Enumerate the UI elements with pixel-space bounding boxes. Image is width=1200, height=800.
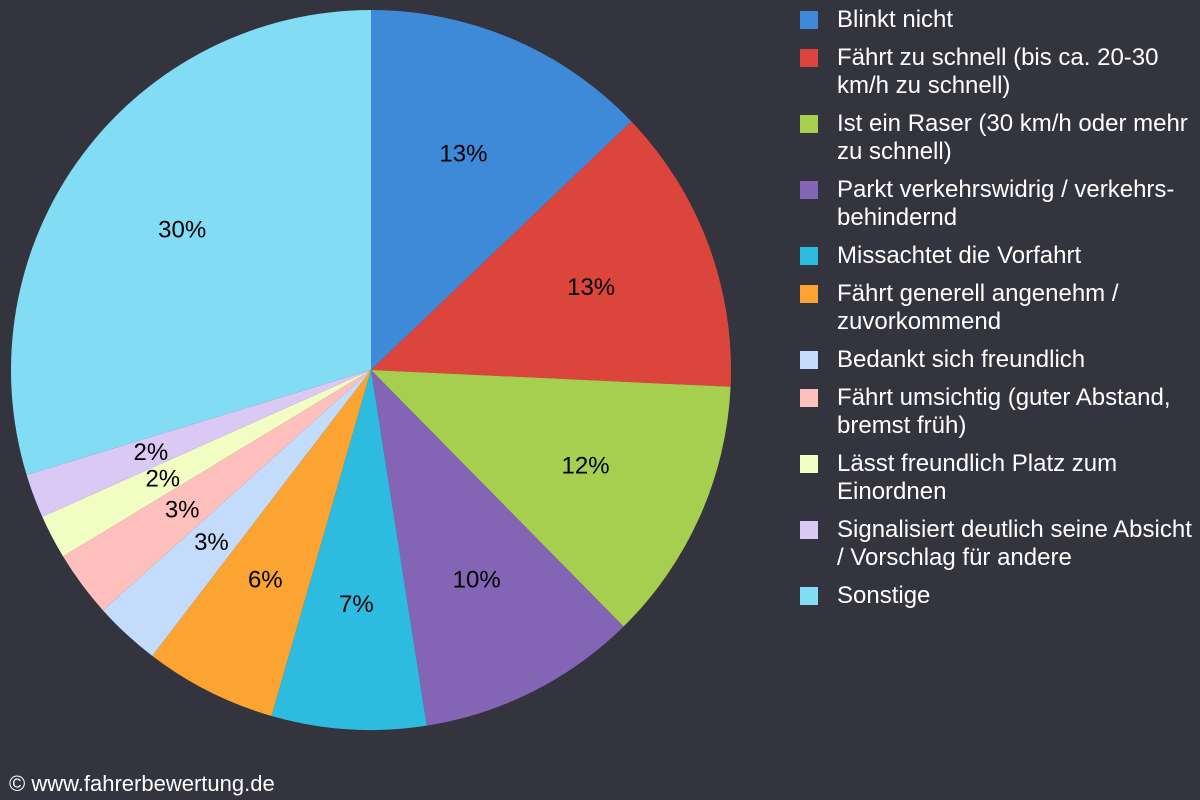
chart-legend: Blinkt nicht Fährt zu schnell (bis ca. 20… — [800, 6, 1195, 620]
pie-slice — [10, 10, 371, 475]
slice-value-label: 13% — [567, 274, 615, 301]
slice-value-label: 12% — [562, 452, 610, 479]
legend-item: Lässt freundlich Platz zum Einordnen — [800, 450, 1195, 506]
slice-value-label: 30% — [158, 217, 206, 244]
legend-label: Blinkt nicht — [837, 6, 954, 33]
slice-value-label: 3% — [165, 496, 200, 523]
legend-item: Fährt umsichtig (guter Abstand, bremst f… — [800, 384, 1195, 440]
legend-label: Signalisiert deutlich seine Absicht / Vo… — [837, 516, 1192, 571]
legend-item: Sonstige — [800, 582, 1195, 610]
pie-slice — [42, 370, 371, 557]
legend-swatch — [800, 181, 818, 199]
legend-label: Missachtet die Vorfahrt — [837, 242, 1082, 269]
legend-label: Lässt freundlich Platz zum Einordnen — [837, 450, 1118, 505]
copyright-text: © www.fahrerbewertung.de — [9, 771, 275, 796]
pie-slice — [102, 370, 371, 656]
legend-swatch — [800, 49, 818, 67]
pie-slice — [371, 10, 632, 370]
pie-slice — [152, 370, 371, 716]
slice-value-label: 2% — [134, 439, 169, 466]
pie-slice — [371, 121, 731, 387]
legend-label: Parkt verkehrswidrig / verkehrs-behinder… — [837, 176, 1175, 231]
legend-item: Blinkt nicht — [800, 6, 1195, 34]
legend-label: Fährt umsichtig (guter Abstand, bremst f… — [837, 384, 1171, 439]
pie-slice — [26, 370, 372, 517]
legend-item: Bedankt sich freundlich — [800, 346, 1195, 374]
slice-value-label: 13% — [439, 140, 487, 167]
legend-item: Missachtet die Vorfahrt — [800, 242, 1195, 270]
pie-chart: 13% 13% 12% 10% 7% 6% 3% 3% 2%2% 30% — [10, 10, 731, 731]
pie-slice — [63, 370, 371, 611]
pie-slice — [371, 370, 731, 627]
legend-swatch — [800, 351, 818, 369]
legend-swatch — [800, 455, 818, 473]
legend-label: Ist ein Raser (30 km/h oder mehr zu schn… — [837, 110, 1188, 165]
legend-item: Fährt zu schnell (bis ca. 20-30 km/h zu … — [800, 44, 1195, 100]
slice-value-label: 7% — [339, 591, 374, 618]
legend-swatch — [800, 247, 818, 265]
slice-value-label: 3% — [194, 529, 229, 556]
slice-value-label: 2% — [145, 465, 180, 492]
pie-slice — [271, 370, 427, 731]
slice-value-label: 10% — [453, 566, 501, 593]
legend-swatch — [800, 587, 818, 605]
legend-swatch — [800, 11, 818, 29]
legend-item: Fährt generell angenehm / zuvorkommend — [800, 280, 1195, 336]
legend-label: Fährt zu schnell (bis ca. 20-30 km/h zu … — [837, 44, 1159, 99]
pie-slice — [371, 370, 624, 726]
legend-item: Signalisiert deutlich seine Absicht / Vo… — [800, 516, 1195, 572]
legend-label: Bedankt sich freundlich — [837, 346, 1086, 373]
legend-label: Fährt generell angenehm / zuvorkommend — [837, 280, 1119, 335]
legend-swatch — [800, 285, 818, 303]
slice-value-label: 6% — [248, 566, 283, 593]
legend-item: Ist ein Raser (30 km/h oder mehr zu schn… — [800, 110, 1195, 166]
legend-swatch — [800, 389, 818, 407]
legend-swatch — [800, 521, 818, 539]
legend-label: Sonstige — [837, 582, 931, 609]
legend-item: Parkt verkehrswidrig / verkehrs-behinder… — [800, 176, 1195, 232]
legend-swatch — [800, 115, 818, 133]
